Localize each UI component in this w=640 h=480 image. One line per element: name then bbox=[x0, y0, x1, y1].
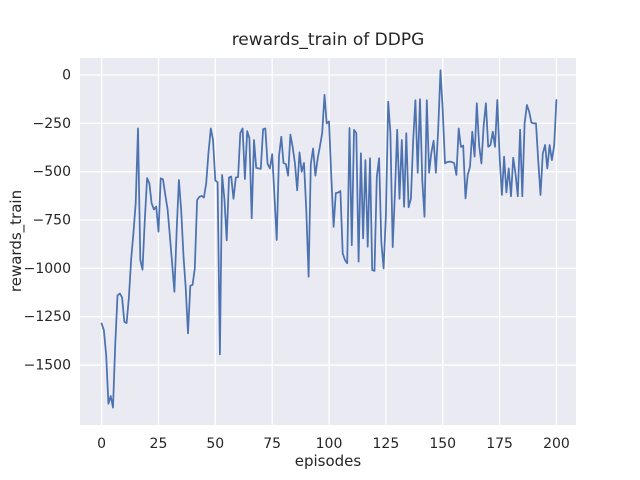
x-tick-label: 0 bbox=[97, 436, 106, 452]
y-tick-label: −1000 bbox=[24, 261, 71, 277]
y-axis-label: rewards_train bbox=[7, 189, 25, 293]
x-axis-label: episodes bbox=[294, 452, 362, 470]
plot-area bbox=[80, 58, 576, 425]
y-tick-label: −1250 bbox=[24, 309, 71, 325]
chart-title: rewards_train of DDPG bbox=[231, 30, 425, 50]
x-tick-label: 75 bbox=[263, 436, 281, 452]
y-tick-label: −250 bbox=[33, 116, 71, 132]
x-tick-label: 125 bbox=[373, 436, 400, 452]
x-tick-label: 100 bbox=[316, 436, 343, 452]
x-tick-label: 150 bbox=[429, 436, 456, 452]
x-tick-label: 175 bbox=[486, 436, 513, 452]
y-tick-label: −750 bbox=[33, 213, 71, 229]
x-tick-label: 200 bbox=[543, 436, 570, 452]
x-tick-label: 25 bbox=[150, 436, 168, 452]
y-tick-label: −500 bbox=[33, 164, 71, 180]
x-tick-label: 50 bbox=[206, 436, 224, 452]
y-tick-label: 0 bbox=[62, 68, 71, 84]
y-tick-label: −1500 bbox=[24, 358, 71, 374]
series-line bbox=[100, 69, 558, 409]
